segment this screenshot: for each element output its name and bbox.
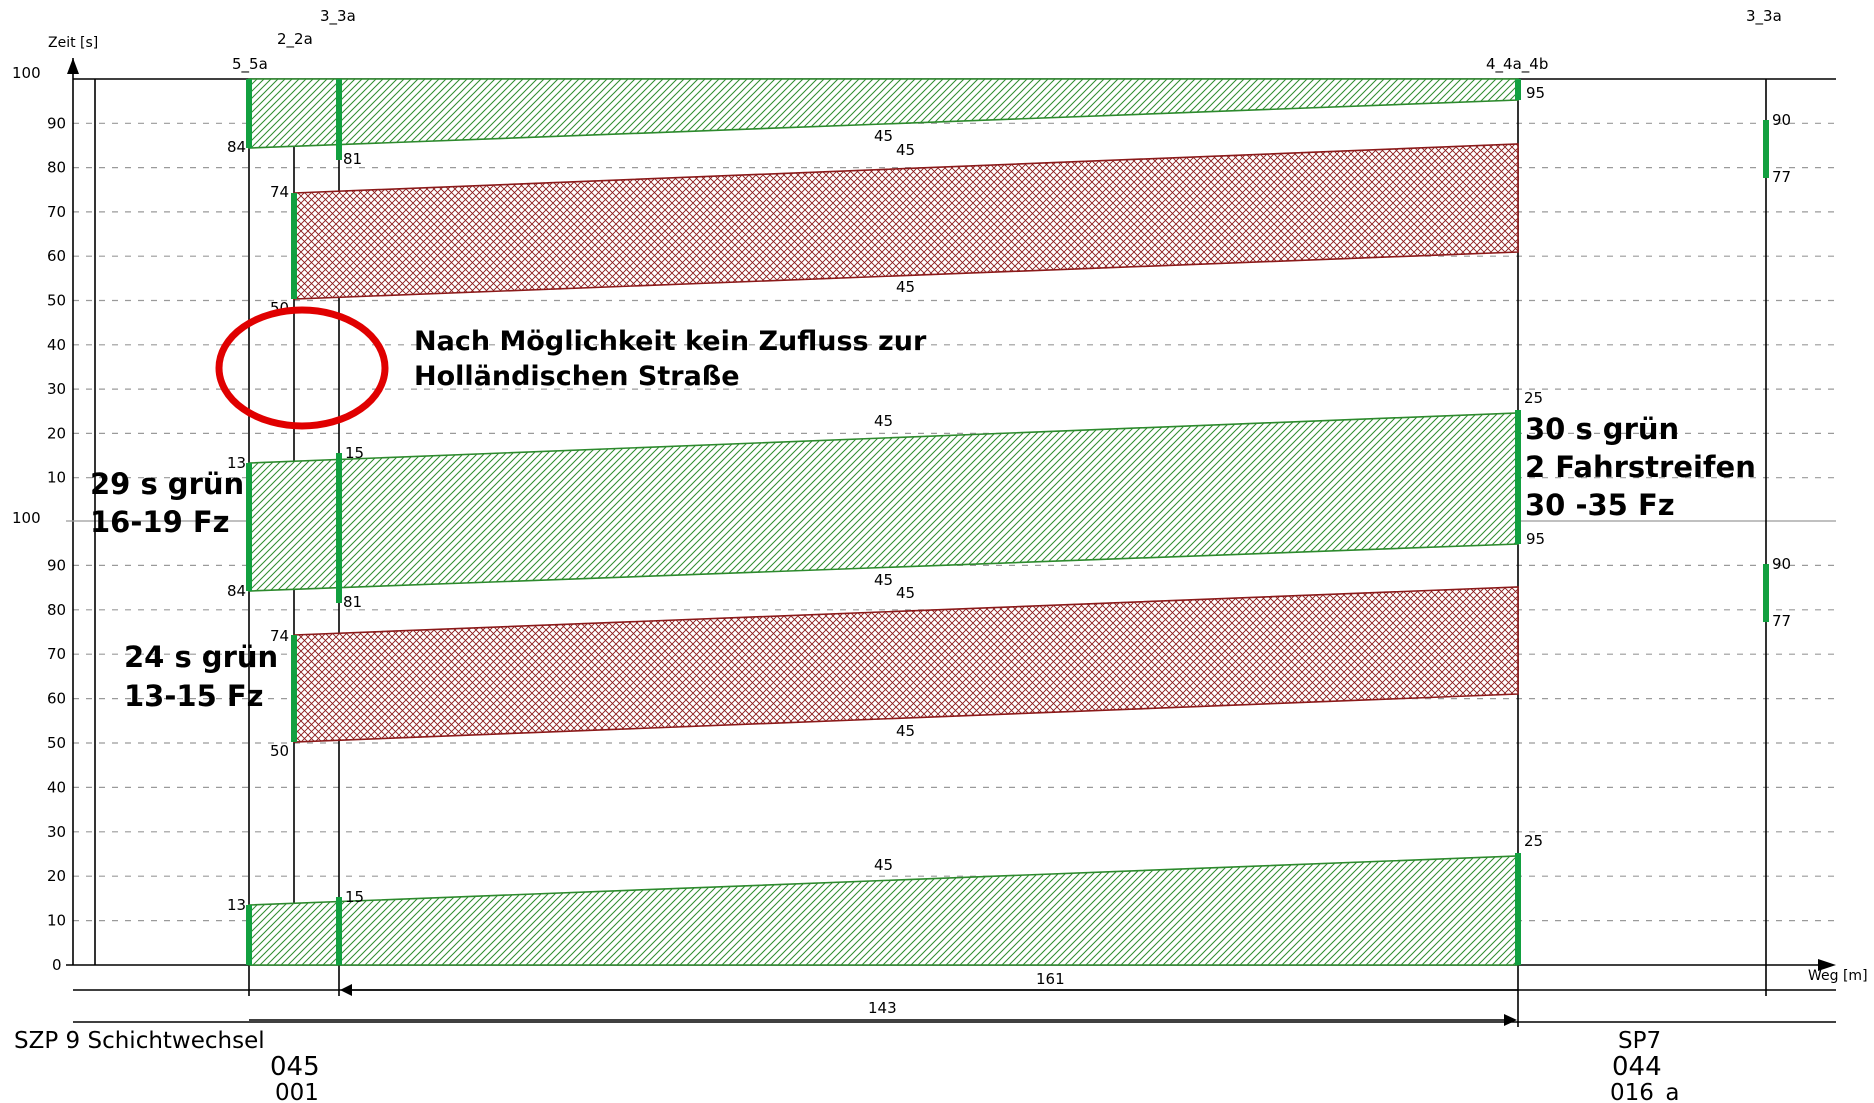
band-label: 25 — [1524, 389, 1543, 407]
y-tick-label: 70 — [47, 645, 66, 663]
band-label: 77 — [1772, 168, 1791, 186]
band-label: 90 — [1772, 111, 1791, 129]
band-label: 81 — [343, 150, 362, 168]
band-label: 45 — [874, 856, 893, 874]
footer-left-id2: 001 — [275, 1080, 319, 1103]
band-label: 25 — [1524, 832, 1543, 850]
y-tick-label: 40 — [47, 336, 66, 354]
band-label: 95 — [1526, 530, 1545, 548]
x-axis-label: Weg [m] — [1808, 968, 1868, 984]
y-tick-label: 0 — [52, 956, 62, 974]
note-text-line1: Nach Möglichkeit kein Zufluss zur — [414, 326, 927, 357]
signal-label-3: 3_3a — [320, 7, 356, 26]
band-label: 77 — [1772, 612, 1791, 630]
footer-right-id1: 044 — [1612, 1052, 1662, 1082]
band-label: 15 — [345, 444, 364, 462]
left-note2-line2: 13-15 Fz — [124, 679, 264, 713]
band-label: 95 — [1526, 84, 1545, 102]
y-tick-label: 80 — [47, 601, 66, 619]
y-tick-label: 60 — [47, 690, 66, 708]
y-tick-label: 90 — [47, 114, 66, 132]
footer-right-title: SP7 — [1618, 1028, 1661, 1054]
band-label: 15 — [345, 888, 364, 906]
footer-right-id2: 016_a — [1610, 1080, 1680, 1103]
left-note2-line1: 24 s grün — [124, 640, 278, 674]
distance-arrowhead-161 — [340, 984, 352, 996]
band-label: 45 — [896, 141, 915, 159]
right-note-line3: 30 -35 Fz — [1525, 488, 1675, 522]
band-label: 45 — [896, 278, 915, 296]
band-label: 84 — [227, 138, 246, 156]
distance-arrowhead-143 — [1504, 1014, 1517, 1026]
band-label: 45 — [896, 722, 915, 740]
band-label: 45 — [874, 571, 893, 589]
x-axis-arrow — [1818, 959, 1836, 971]
distance-label-161: 161 — [1036, 970, 1065, 988]
y-tick-label: 10 — [47, 469, 66, 487]
distance-label-143: 143 — [868, 999, 897, 1017]
note-text-line2: Holländischen Straße — [414, 361, 740, 392]
band-label: 90 — [1772, 555, 1791, 573]
y-tick-label: 20 — [47, 867, 66, 885]
y-tick-label: 60 — [47, 247, 66, 265]
band-label: 50 — [270, 742, 289, 760]
band-label: 45 — [896, 584, 915, 602]
y-tick-label: 90 — [47, 556, 66, 574]
y-axis-label: Zeit [s] — [48, 35, 98, 51]
band-label: 84 — [227, 582, 246, 600]
right-note-line1: 30 s grün — [1525, 412, 1679, 446]
grid-lines — [73, 122, 1836, 922]
y-tick-label: 40 — [47, 778, 66, 796]
green-band-middle — [248, 412, 1519, 592]
band-label: 74 — [270, 627, 289, 645]
y-tick-label: 30 — [47, 380, 66, 398]
footer-left-title: SZP 9 Schichtwechsel — [14, 1028, 265, 1054]
y-tick-label: 70 — [47, 203, 66, 221]
band-label: 13 — [227, 896, 246, 914]
y-tick-label: 100 — [12, 64, 41, 82]
band-label: 74 — [270, 183, 289, 201]
signal-label-5: 5_5a — [232, 55, 268, 74]
signal-label-4: 4_4a_4b — [1486, 55, 1548, 74]
band-label: 45 — [874, 127, 893, 145]
y-tick-labels: 1009080706050403020101009080706050403020… — [12, 64, 66, 974]
signal-label-3b: 3_3a — [1746, 7, 1782, 26]
left-note1-line2: 16-19 Fz — [90, 505, 230, 539]
highlight-circle — [215, 306, 389, 430]
signal-label-2: 2_2a — [277, 30, 313, 49]
right-note-line2: 2 Fahrstreifen — [1525, 450, 1756, 484]
footer-left-id1: 045 — [270, 1052, 320, 1082]
y-tick-label: 50 — [47, 734, 66, 752]
y-tick-label: 50 — [47, 292, 66, 310]
y-tick-label: 100 — [12, 509, 41, 527]
band-label: 81 — [343, 593, 362, 611]
left-note1-line1: 29 s grün — [90, 467, 244, 501]
y-axis-arrow — [67, 58, 79, 74]
y-tick-label: 10 — [47, 912, 66, 930]
y-tick-label: 80 — [47, 159, 66, 177]
band-label: 45 — [874, 412, 893, 430]
band-label: 13 — [227, 454, 246, 472]
y-tick-label: 30 — [47, 823, 66, 841]
y-tick-label: 20 — [47, 424, 66, 442]
